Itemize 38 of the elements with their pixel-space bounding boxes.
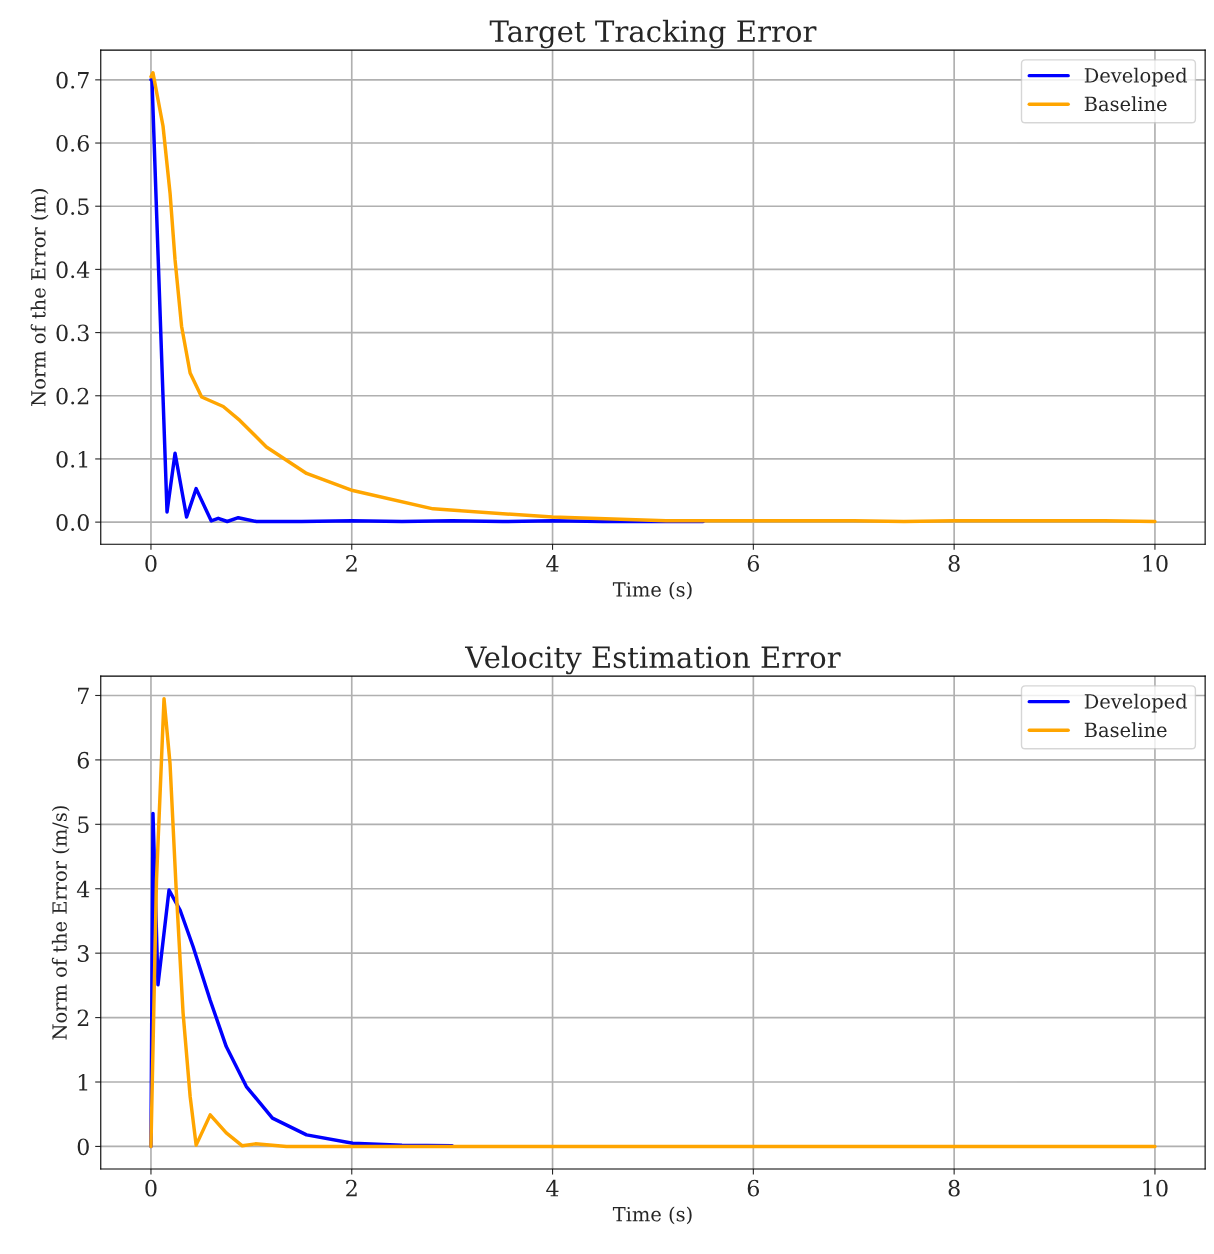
chart-title: Velocity Estimation Error	[464, 645, 841, 675]
legend-label: Baseline	[1084, 722, 1167, 738]
x-axis-title: Time (s)	[612, 1206, 692, 1225]
y-tick-label: 0.2	[56, 387, 89, 405]
y-tick-label: 1	[78, 1073, 88, 1091]
x-axis-title: Time (s)	[612, 581, 692, 600]
y-tick-label: 0.4	[56, 261, 90, 279]
x-tick-label: 0	[145, 1179, 157, 1197]
x-tick-label: 8	[948, 1179, 960, 1197]
x-tick-label: 6	[747, 1179, 760, 1197]
y-tick-label: 0.5	[56, 198, 89, 215]
y-tick-label: 0.3	[56, 324, 89, 342]
y-tick-label: 0.7	[56, 71, 89, 89]
x-tick-label: 6	[747, 555, 760, 572]
y-tick-label: 2	[77, 1009, 89, 1027]
chart-title: Target Tracking Error	[489, 19, 817, 49]
y-tick-label: 5	[78, 816, 89, 834]
y-tick-label: 0.6	[56, 134, 89, 152]
y-tick-label: 7	[78, 687, 89, 704]
y-tick-label: 0	[77, 1138, 89, 1156]
x-tick-label: 10	[1143, 555, 1168, 572]
x-tick-label: 0	[145, 555, 157, 572]
y-tick-label: 3	[77, 945, 89, 962]
legend-label: Baseline	[1084, 96, 1167, 112]
legend-label: Developed	[1084, 67, 1188, 87]
y-tick-label: 0.0	[56, 514, 89, 531]
y-axis-title: Norm of the Error (m)	[30, 189, 49, 406]
legend-label: Developed	[1084, 693, 1188, 713]
y-tick-label: 0.1	[56, 450, 88, 468]
x-tick-label: 4	[546, 555, 559, 572]
x-tick-label: 10	[1143, 1179, 1168, 1197]
x-tick-label: 2	[346, 555, 357, 572]
x-tick-label: 4	[546, 1179, 559, 1197]
y-tick-label: 4	[76, 880, 90, 898]
x-tick-label: 2	[346, 1179, 357, 1197]
y-axis-title: Norm of the Error (m/s)	[51, 806, 70, 1040]
y-tick-label: 6	[77, 751, 89, 769]
x-tick-label: 8	[948, 555, 960, 572]
